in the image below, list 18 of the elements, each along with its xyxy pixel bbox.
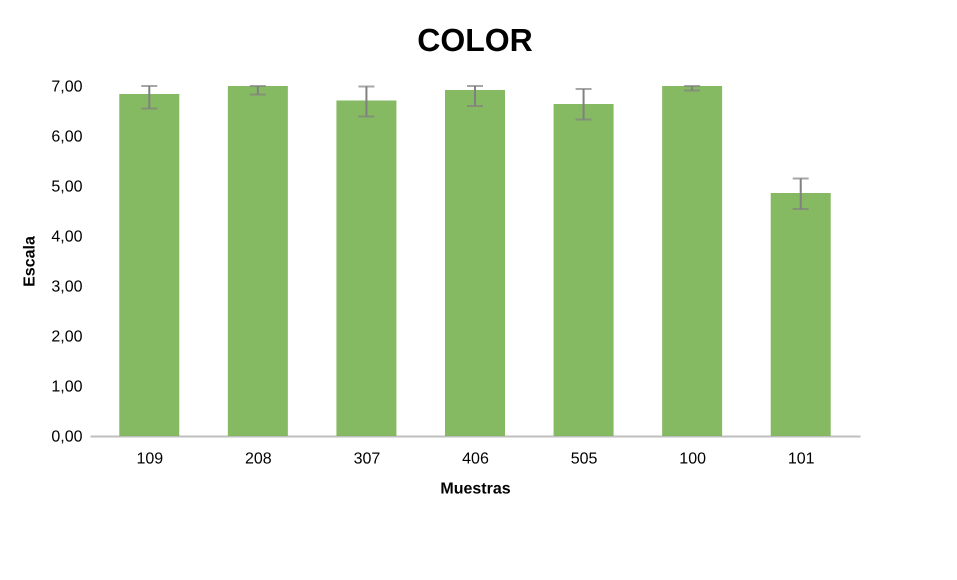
y-tick-label: 5,00 [51,178,83,196]
y-tick-label: 0,00 [51,428,83,446]
x-tick-label: 307 [354,450,380,468]
x-tick-label: 100 [679,450,706,468]
x-tick-label: 109 [136,450,164,468]
y-tick-label: 6,00 [51,128,83,146]
y-tick-label: 3,00 [51,278,83,296]
chart-title: COLOR [417,22,533,58]
y-tick-label: 7,00 [51,78,83,96]
x-tick-label: 406 [462,450,489,468]
y-axis-title: Escala [21,236,38,287]
x-tick-label: 505 [570,450,598,468]
y-tick-label: 2,00 [51,328,83,346]
y-tick-label: 1,00 [51,378,83,396]
x-tick-label: 208 [245,450,272,468]
x-tick-label: 101 [788,450,815,468]
x-axis-title: Muestras [440,480,511,498]
y-tick-label: 4,00 [51,228,83,246]
